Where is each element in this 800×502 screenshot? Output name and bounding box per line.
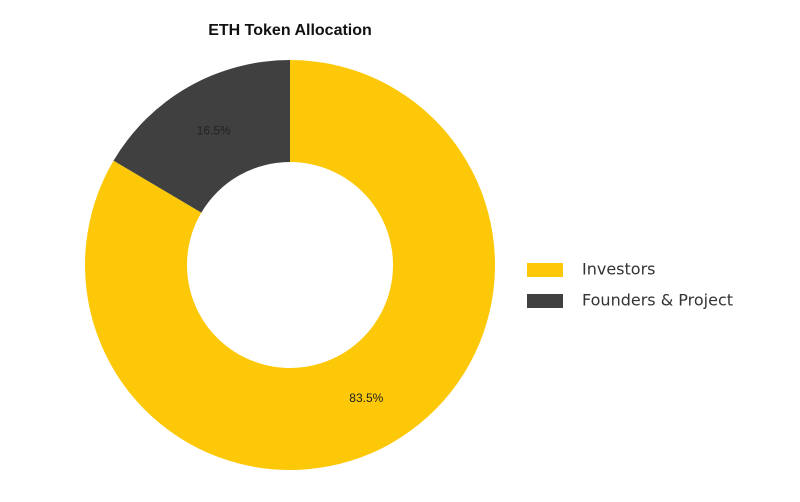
legend-label: Founders & Project	[582, 291, 733, 310]
legend-swatch	[527, 294, 563, 308]
legend-label: Investors	[582, 260, 655, 279]
value-label: 83.5%	[349, 391, 383, 405]
chart-title: ETH Token Allocation	[208, 22, 372, 39]
value-label: 16.5%	[197, 123, 231, 137]
donut-slice	[113, 60, 290, 213]
donut-slice	[85, 60, 496, 470]
legend-swatch	[527, 263, 563, 277]
